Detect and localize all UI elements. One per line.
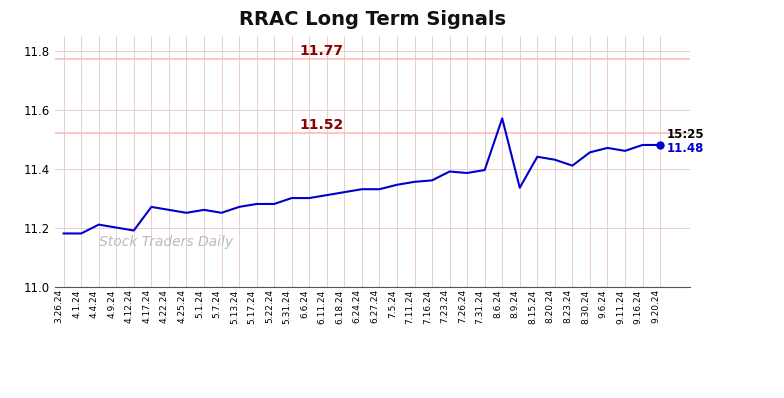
Title: RRAC Long Term Signals: RRAC Long Term Signals (239, 10, 506, 29)
Text: 11.48: 11.48 (667, 142, 705, 155)
Text: 11.77: 11.77 (299, 44, 343, 58)
Text: Stock Traders Daily: Stock Traders Daily (100, 235, 234, 249)
Text: 11.52: 11.52 (299, 118, 343, 132)
Text: 15:25: 15:25 (667, 128, 705, 140)
